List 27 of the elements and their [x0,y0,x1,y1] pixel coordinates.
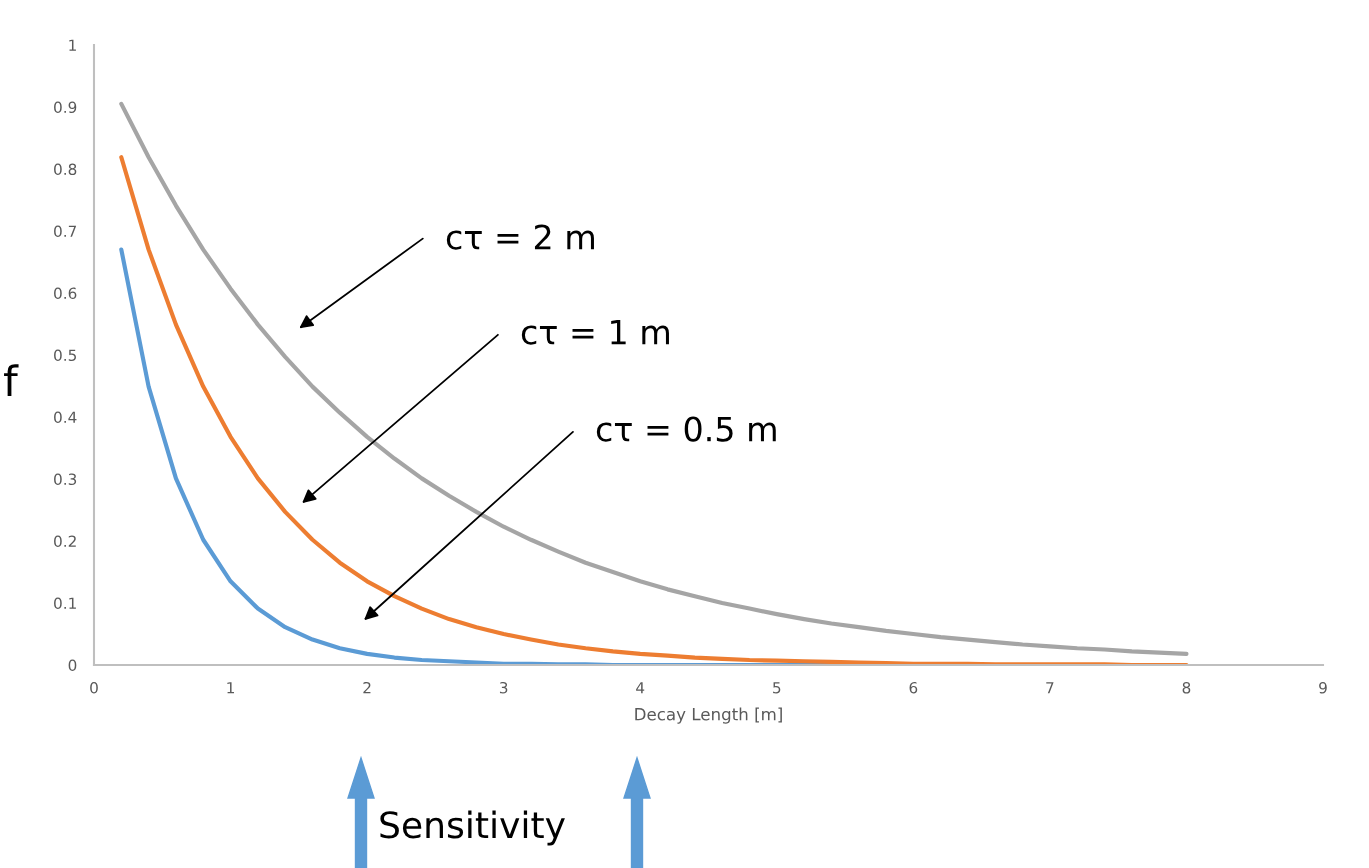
x-tick-label: 5 [773,682,781,694]
x-tick-label: 4 [636,682,645,694]
x-tick-label: 1 [227,682,235,694]
y-tick-label: 0.3 [54,473,77,486]
y-tick-label: 0.4 [54,411,77,424]
annotation: cτ = 0.5 m [596,416,776,442]
x-tick-label: 7 [1046,682,1054,694]
y-tick-label: 0 [68,659,77,672]
x-tick-label: 9 [1319,681,1327,694]
y-tick-label: 0.2 [54,535,76,548]
y-tick-label: 0.6 [54,287,77,300]
x-tick-label: 0 [90,681,98,694]
x-tick-label: 3 [499,681,508,694]
y-tick-label: 0.5 [54,349,76,362]
y-tick-label: 1 [69,39,76,51]
x-tick-label: 2 [363,681,371,694]
text: Sensitivity [380,810,565,846]
annotation: cτ = 1 m [521,319,669,345]
x-axis-title: Decay Length [m] [635,707,782,724]
x-tick-label: 8 [1182,681,1191,694]
y-tick-label: 0.7 [54,225,77,238]
y-tick-label: 0.1 [54,597,76,610]
annotation: cτ = 2 m [446,224,594,250]
y-tick-label: 0.9 [54,101,77,114]
y-axis-title: f [4,364,19,396]
x-tick-label: 6 [909,681,918,694]
y-tick-label: 0.8 [54,163,77,176]
